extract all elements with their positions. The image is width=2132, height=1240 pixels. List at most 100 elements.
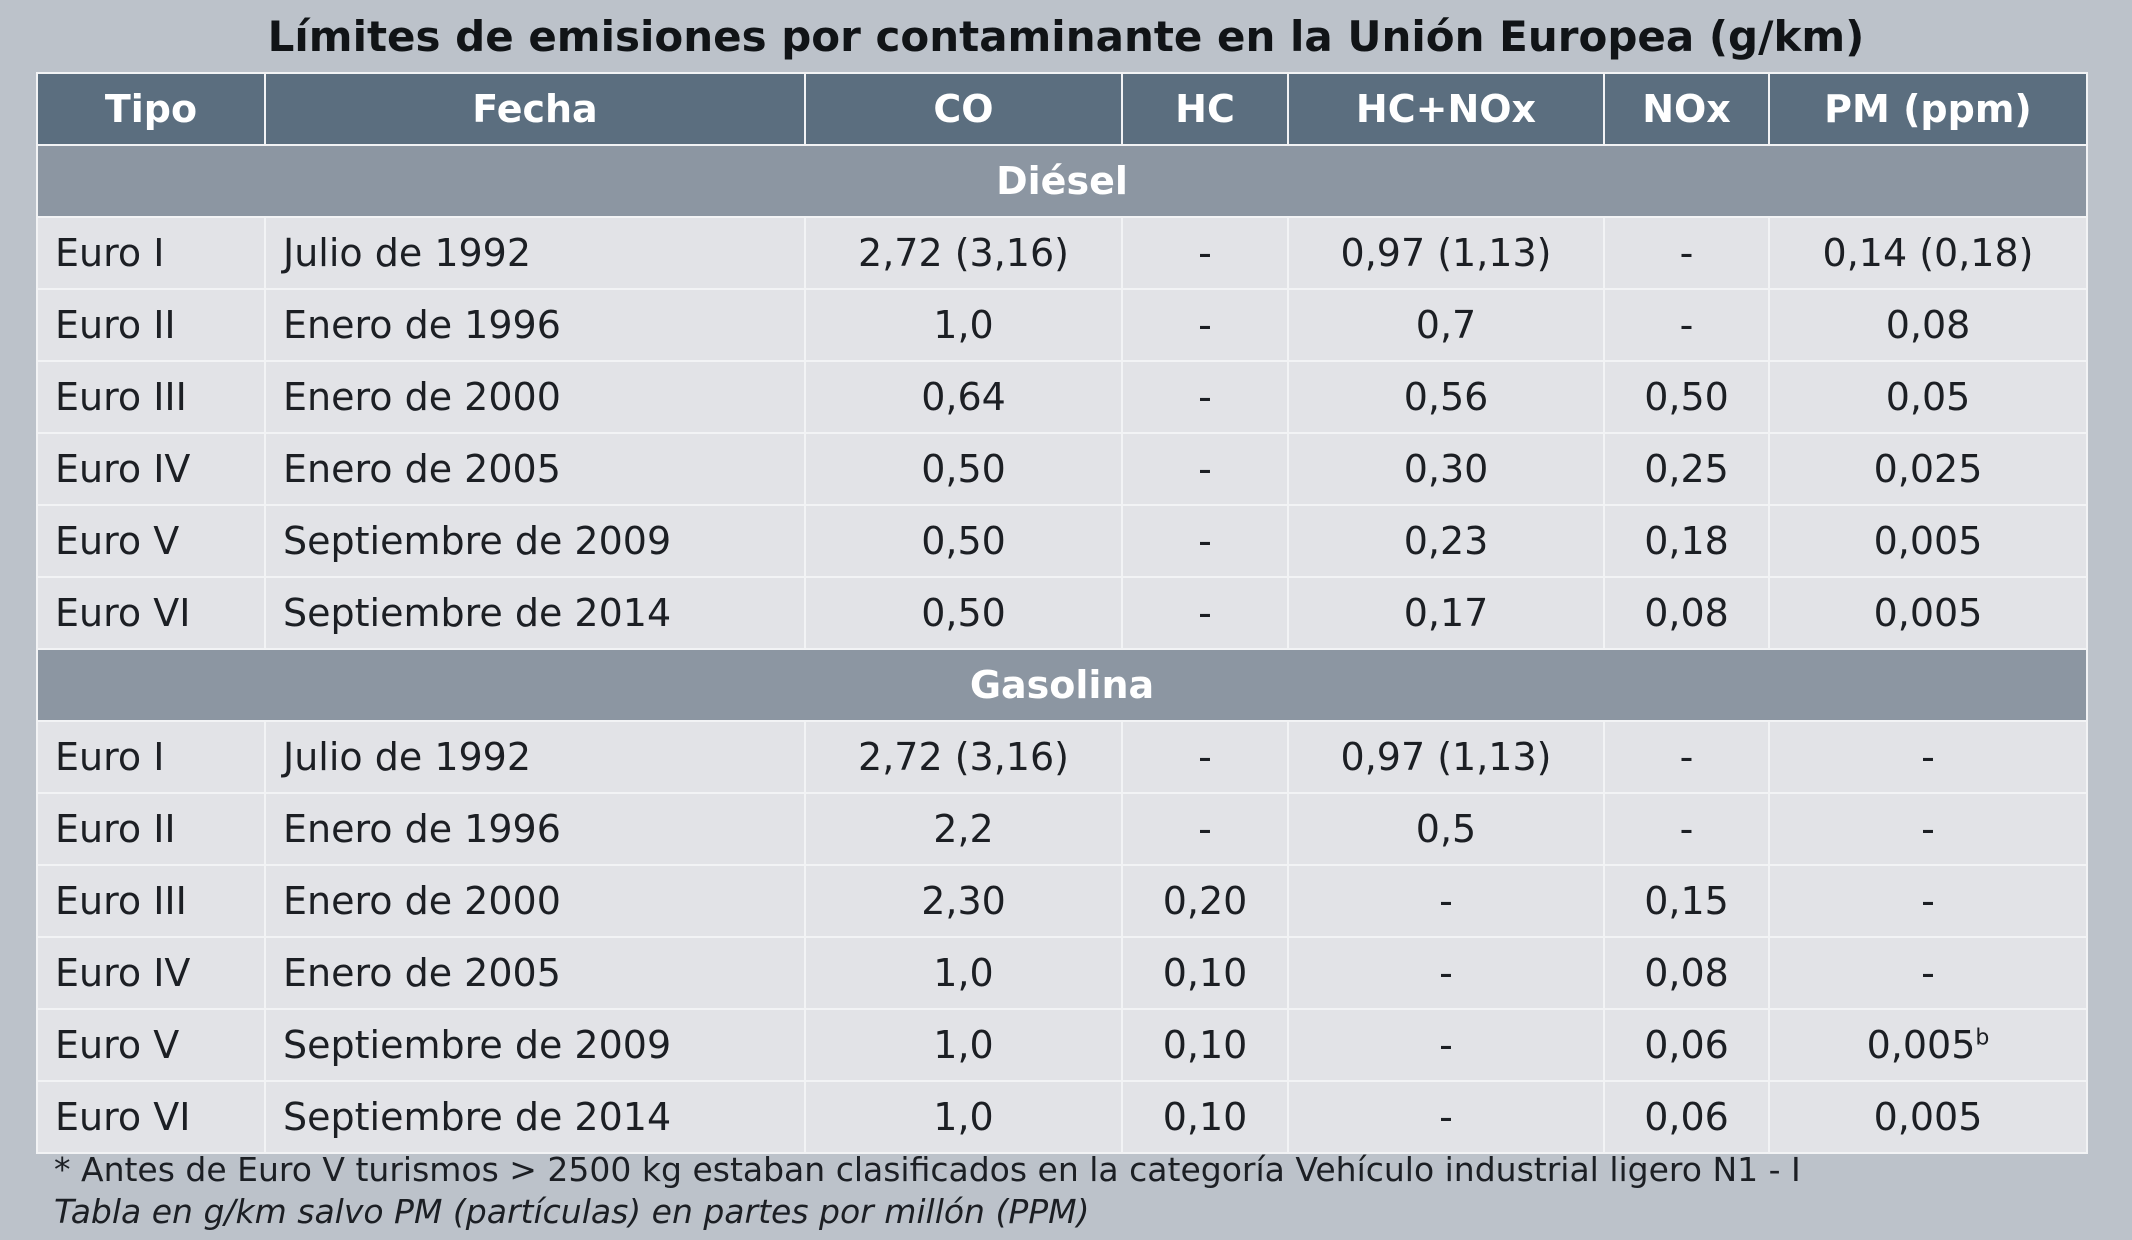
section-label: Diésel [36,144,2088,218]
cell-value: 0,005 [1873,1095,1983,1139]
cell-value: 0,06 [1644,1023,1729,1067]
tipo-cell: Euro III [36,864,266,938]
cell-value: 0,7 [1415,303,1477,347]
fecha-cell: Septiembre de 2014 [264,576,806,650]
co-cell: 1,0 [804,1008,1123,1082]
fecha-cell: Enero de 1996 [264,288,806,362]
cell-value: Euro V [55,1023,180,1067]
table-row: Euro II Enero de 1996 2,2 - 0,5 - - [36,792,2088,866]
nox-cell: - [1603,720,1770,794]
hc-nox-cell: 0,56 [1287,360,1605,434]
nox-cell: 0,08 [1603,576,1770,650]
cell-value: 0,005 [1866,1023,1976,1067]
cell-value: - [1679,231,1694,275]
nox-cell: 0,08 [1603,936,1770,1010]
nox-cell: 0,18 [1603,504,1770,578]
cell-value: 0,005 [1873,519,1983,563]
cell-value: Euro I [55,231,165,275]
cell-value: - [1921,807,1935,851]
cell-value: - [1198,303,1212,347]
table-row: Euro VI Septiembre de 2014 0,50 - 0,17 0,08 0,… [36,576,2088,650]
table-row: Euro IV Enero de 2005 1,0 0,10 - 0,08 - [36,936,2088,1010]
nox-cell: 0,50 [1603,360,1770,434]
hc-nox-cell: - [1287,936,1605,1010]
cell-value: Enero de 2005 [283,951,561,995]
cell-value: 0,30 [1403,447,1489,491]
hc-nox-cell: 0,30 [1287,432,1605,506]
cell-value: 1,0 [933,1095,994,1139]
tipo-cell: Euro VI [36,1080,266,1154]
hc-nox-cell: - [1287,864,1605,938]
table-row: Euro III Enero de 2000 0,64 - 0,56 0,50 0,05 [36,360,2088,434]
cell-value: - [1198,519,1212,563]
cell-value: 0,08 [1644,591,1729,635]
cell-value: 0,50 [921,519,1006,563]
cell-value: 0,5 [1415,807,1477,851]
cell-value: 2,72 (3,16) [858,735,1069,779]
hc-nox-cell: - [1287,1008,1605,1082]
hc-cell: - [1121,720,1289,794]
nox-cell: - [1603,792,1770,866]
header-row: Tipo Fecha CO HC HC+NOx NOx PM (ppm) [36,72,2088,146]
table-row: Euro V Septiembre de 2009 1,0 0,10 - 0,06 0,00… [36,1008,2088,1082]
hc-cell: - [1121,360,1289,434]
fecha-cell: Enero de 2000 [264,360,806,434]
cell-value: - [1679,807,1694,851]
tipo-cell: Euro IV [36,432,266,506]
pm-cell: 0,14 (0,18) [1768,216,2088,290]
fecha-cell: Enero de 2005 [264,936,806,1010]
header-fecha: Fecha [264,72,806,146]
hc-cell: - [1121,432,1289,506]
pm-cell: 0,08 [1768,288,2088,362]
cell-value: Enero de 1996 [283,807,561,851]
cell-value: 1,0 [933,951,994,995]
cell-value: Euro II [55,303,176,347]
cell-value: 0,10 [1162,951,1248,995]
fecha-cell: Julio de 1992 [264,720,806,794]
cell-value: Septiembre de 2009 [283,519,672,563]
hc-cell: 0,10 [1121,1008,1289,1082]
cell-value: 0,50 [921,591,1006,635]
cell-value: 0,08 [1885,303,1971,347]
cell-value: - [1439,1023,1453,1067]
cell-value: 0,05 [1885,375,1971,419]
cell-value: - [1198,447,1212,491]
cell-value: 0,15 [1644,879,1729,923]
cell-value: 2,2 [933,807,994,851]
section-row: Gasolina [36,648,2088,722]
nox-cell: - [1603,288,1770,362]
cell-value: 0,005 [1873,591,1983,635]
pm-cell: 0,005 [1768,1080,2088,1154]
hc-cell: - [1121,792,1289,866]
cell-value: Euro II [55,807,176,851]
cell-value: 2,72 (3,16) [858,231,1069,275]
co-cell: 1,0 [804,936,1123,1010]
table-body: Diésel Euro I Julio de 1992 2,72 (3,16) - 0,9… [36,144,2088,1154]
co-cell: 2,2 [804,792,1123,866]
cell-value: - [1198,231,1212,275]
nox-cell: - [1603,216,1770,290]
header-tipo: Tipo [36,72,266,146]
nox-cell: 0,06 [1603,1008,1770,1082]
cell-value: Enero de 1996 [283,303,561,347]
co-cell: 2,30 [804,864,1123,938]
cell-value: - [1439,951,1453,995]
hc-cell: 0,10 [1121,1080,1289,1154]
cell-value: Euro IV [55,951,191,995]
table-row: Euro VI Septiembre de 2014 1,0 0,10 - 0,06 0,0… [36,1080,2088,1154]
table-row: Euro III Enero de 2000 2,30 0,20 - 0,15 - [36,864,2088,938]
cell-value: 0,18 [1644,519,1729,563]
pm-cell: 0,05 [1768,360,2088,434]
fecha-cell: Septiembre de 2009 [264,1008,806,1082]
header-nox: NOx [1603,72,1770,146]
pm-cell: 0,005 [1768,576,2088,650]
emissions-table: Tipo Fecha CO HC HC+NOx NOx PM (ppm) Dié… [36,72,2088,1154]
cell-value: Septiembre de 2009 [283,1023,672,1067]
cell-value: 0,97 (1,13) [1340,735,1552,779]
cell-value: 0,06 [1644,1095,1729,1139]
pm-cell: - [1768,864,2088,938]
fecha-cell: Enero de 2000 [264,864,806,938]
co-cell: 0,50 [804,576,1123,650]
cell-value: - [1198,375,1212,419]
cell-value: - [1921,735,1935,779]
